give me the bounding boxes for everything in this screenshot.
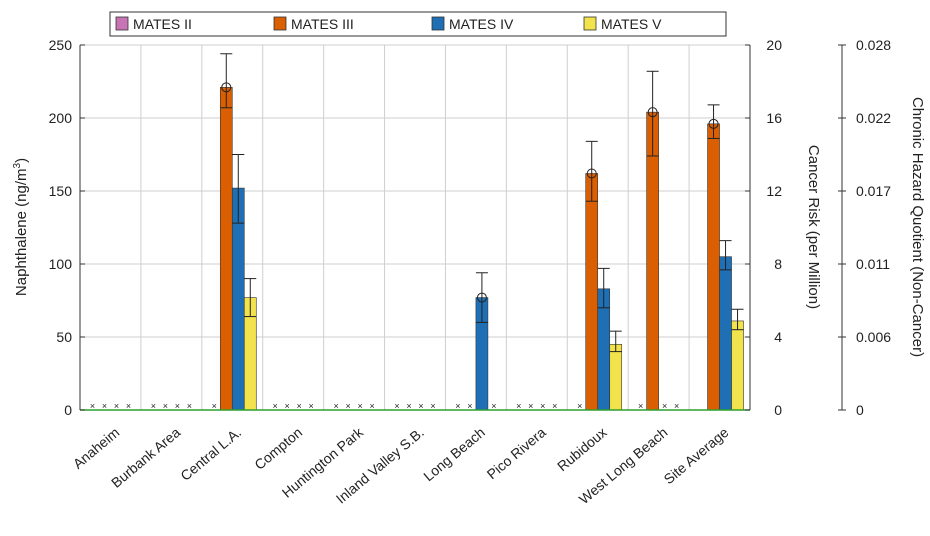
y3-tick-label: 0.006 (856, 329, 891, 345)
missing-marker: × (357, 401, 362, 411)
legend: MATES II MATES III MATES IV MATES V (109, 11, 727, 37)
mean-marker (647, 107, 658, 118)
legend-label: MATES II (133, 16, 192, 32)
missing-marker: × (638, 401, 643, 411)
x-tick-label: Long Beach (420, 424, 488, 484)
missing-marker: × (394, 401, 399, 411)
missing-marker: × (163, 401, 168, 411)
y3-tick-label: 0 (856, 402, 864, 418)
missing-marker: × (309, 401, 314, 411)
y2-tick-label: 8 (774, 256, 782, 272)
bar (219, 87, 233, 411)
x-tick-label: Site Average (661, 424, 732, 487)
missing-marker: × (491, 401, 496, 411)
missing-marker: × (540, 401, 545, 411)
legend-swatch (115, 16, 129, 31)
y3-tick-label: 0.022 (856, 110, 891, 126)
y3-tick-label: 0.017 (856, 183, 891, 199)
missing-marker: × (175, 401, 180, 411)
x-tick-label: Pico Rivera (484, 424, 549, 482)
missing-marker: × (114, 401, 119, 411)
y2-tick-label: 4 (774, 329, 782, 345)
y-tick-label: 0 (64, 402, 72, 418)
y-tick-label: 50 (56, 329, 72, 345)
y-tick-label: 100 (49, 256, 73, 272)
legend-label: MATES III (291, 16, 354, 32)
missing-marker: × (406, 401, 411, 411)
y-axis-label-close: ) (13, 158, 30, 163)
mean-marker (708, 118, 719, 129)
missing-marker: × (577, 401, 582, 411)
y-tick-label: 250 (49, 37, 73, 53)
missing-marker: × (552, 401, 557, 411)
y-tick-label: 200 (49, 110, 73, 126)
bar (585, 173, 599, 411)
missing-marker: × (187, 401, 192, 411)
x-tick-label: Rubidoux (554, 424, 610, 474)
x-tick-label: Anaheim (70, 424, 123, 472)
missing-marker: × (516, 401, 521, 411)
missing-marker: × (345, 401, 350, 411)
legend-swatch (273, 16, 287, 31)
bar (719, 256, 732, 411)
missing-marker: × (90, 401, 95, 411)
y3-tick-label: 0.028 (856, 37, 891, 53)
missing-marker: × (333, 401, 338, 411)
y-axis-label: Naphthalene (ng/m3) (12, 158, 30, 296)
y-axis-label-text: Naphthalene (ng/m (13, 168, 30, 296)
y2-tick-label: 0 (774, 402, 782, 418)
y3-tick-label: 0.011 (856, 256, 890, 272)
x-tick-label: Compton (251, 424, 305, 473)
missing-marker: × (151, 401, 156, 411)
y3-axis-label: Chronic Hazard Quotient (Non-Cancer) (909, 97, 926, 357)
error-bars (220, 53, 744, 353)
missing-marker: × (528, 401, 533, 411)
mean-marker (586, 168, 597, 179)
y2-axis-label: Cancer Risk (per Million) (805, 145, 822, 309)
missing-marker: × (662, 401, 667, 411)
bar (731, 320, 744, 411)
missing-marker: × (126, 401, 131, 411)
bar (609, 343, 623, 411)
y2-tick-label: 12 (766, 183, 782, 199)
missing-marker: × (418, 401, 423, 411)
bar (646, 111, 659, 411)
missing-marker: × (102, 401, 107, 411)
bar (707, 123, 720, 411)
y2-tick-label: 16 (766, 110, 782, 126)
missing-marker: × (430, 401, 435, 411)
y2-tick-label: 20 (766, 37, 782, 53)
missing-marker: × (455, 401, 460, 411)
missing-marker: × (297, 401, 302, 411)
y-axis-label-superscript: 3 (12, 162, 23, 168)
x-tick-label: Central L.A. (177, 424, 244, 484)
bar-series (219, 87, 744, 411)
legend-swatch (583, 16, 597, 31)
missing-marker: × (674, 401, 679, 411)
mean-marker (221, 82, 232, 93)
missing-markers: × × × × × × × × × × × × × × × × × × × × × × × × × × × × × × × × (90, 401, 679, 411)
axes: 05010015020025004812162000.0060.0110.017… (49, 37, 892, 507)
missing-marker: × (467, 401, 472, 411)
legend-box (109, 11, 727, 37)
y-tick-label: 150 (49, 183, 73, 199)
legend-swatch (431, 16, 445, 31)
mean-marker (476, 292, 487, 303)
missing-marker: × (273, 401, 278, 411)
legend-label: MATES V (601, 16, 662, 32)
legend-label: MATES IV (449, 16, 514, 32)
missing-marker: × (212, 401, 217, 411)
missing-marker: × (369, 401, 374, 411)
missing-marker: × (285, 401, 290, 411)
